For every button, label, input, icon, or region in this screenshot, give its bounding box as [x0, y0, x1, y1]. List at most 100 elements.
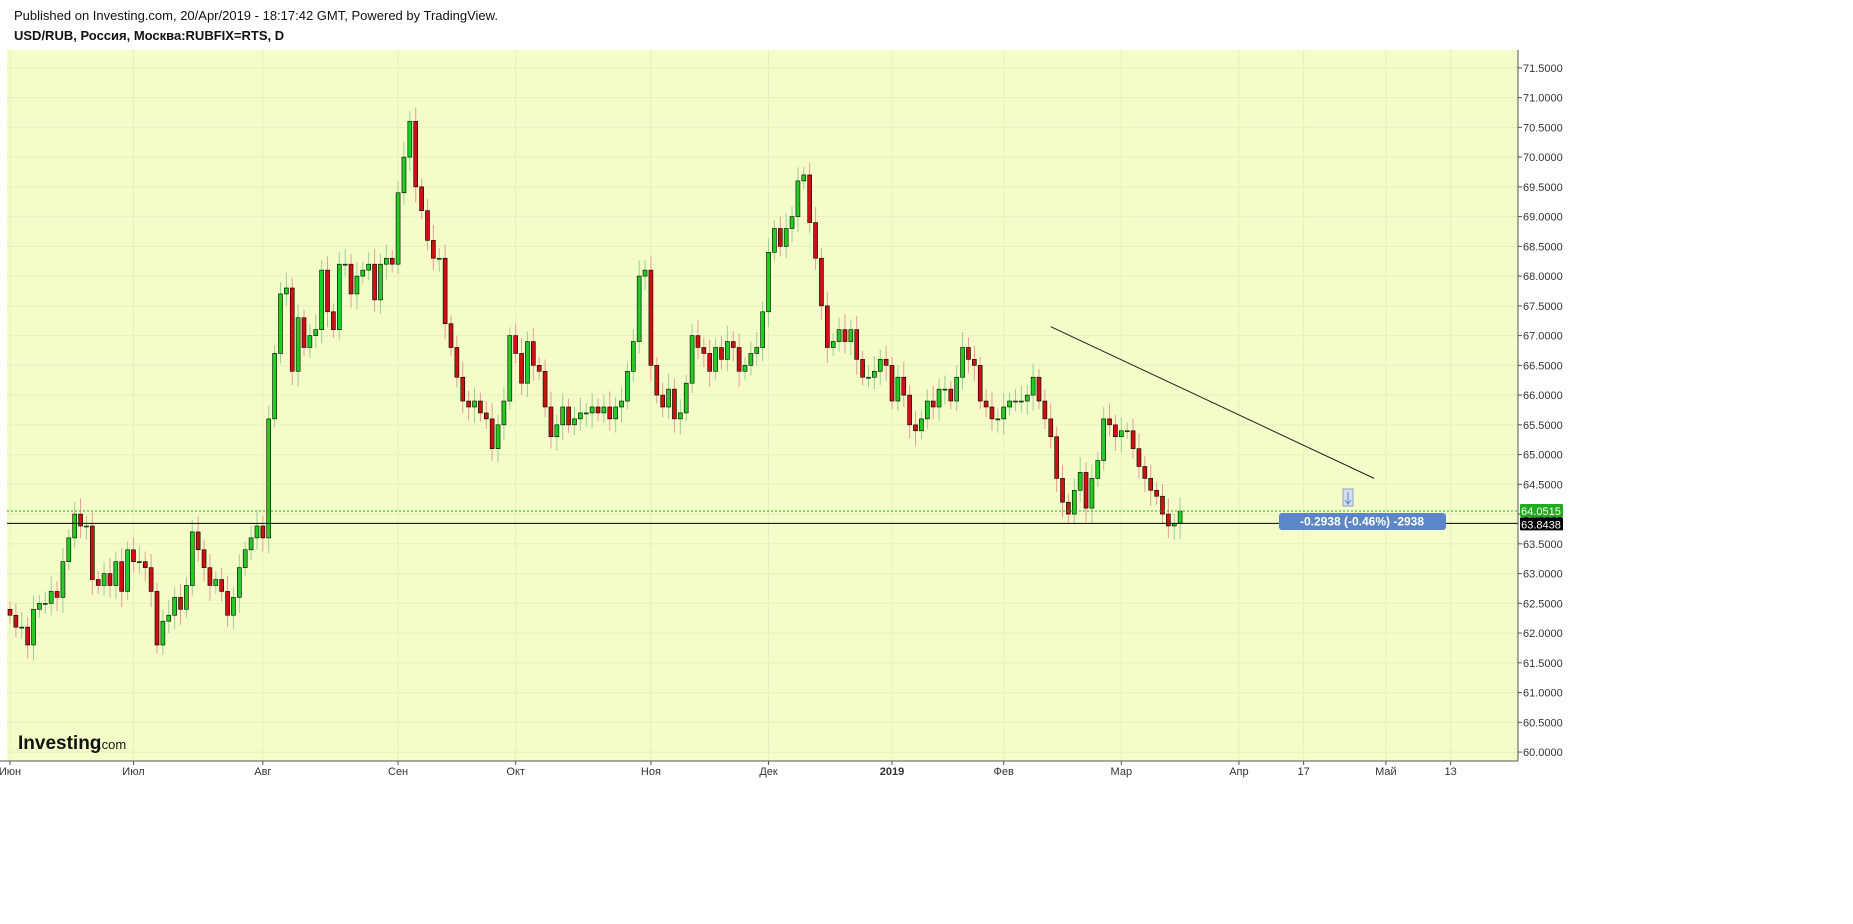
candle-down: [1036, 368, 1042, 410]
candle-body: [448, 323, 454, 348]
candle-down: [195, 516, 201, 562]
candle-body: [1154, 489, 1159, 497]
candle-up: [836, 317, 842, 352]
measure-tool[interactable]: -0.2938 (-0.46%) -2938: [1279, 488, 1446, 530]
candle-down: [207, 553, 213, 601]
y-tick-label: 68.5000: [1523, 241, 1563, 253]
candle-down: [13, 603, 19, 638]
horizontal-lines-layer: [7, 510, 1518, 524]
candle-body: [1007, 400, 1012, 408]
candle-body: [1030, 376, 1036, 396]
candle-up: [42, 591, 48, 614]
y-tick-label: 61.5000: [1523, 658, 1563, 670]
symbol-title: USD/RUB, Россия, Москва:RUBFIX=RTS, D: [14, 28, 285, 43]
candle-down: [701, 337, 707, 368]
candle-body: [1054, 436, 1059, 479]
candle-body: [701, 347, 707, 354]
candle-body: [924, 400, 930, 420]
candle-down: [154, 583, 160, 654]
candle-body: [607, 406, 613, 420]
time-axis[interactable]: Июн Июл Авг Сен Окт Ноя Дек 2019 Фев Мар Апр 17 Май 1…: [0, 761, 1457, 778]
candle-down: [825, 292, 830, 363]
x-tick-label: 17: [1297, 766, 1309, 778]
candle-body: [272, 353, 277, 420]
candle-body: [90, 525, 95, 580]
candle-up: [1101, 406, 1106, 471]
candle-down: [719, 335, 724, 370]
candle-body: [307, 335, 313, 348]
candle-body: [977, 365, 983, 402]
candle-body: [807, 174, 812, 223]
candle-body: [836, 329, 842, 342]
candle-up: [313, 314, 319, 348]
candle-down: [260, 515, 266, 552]
candle-body: [284, 287, 289, 295]
candle-up: [189, 520, 195, 596]
candle-body: [760, 311, 765, 348]
candle-body: [31, 608, 36, 646]
candle-down: [607, 391, 613, 431]
candle-up: [725, 326, 730, 372]
candle-body: [354, 275, 360, 295]
candle-body: [48, 591, 54, 604]
candle-body: [848, 329, 854, 342]
candle-down: [289, 277, 295, 385]
candle-body: [342, 263, 348, 266]
candle-up: [401, 141, 407, 205]
candle-down: [1142, 456, 1148, 493]
candle-body: [1095, 460, 1101, 479]
candle-up: [713, 339, 718, 380]
price-axis[interactable]: 71.5000 71.0000 70.5000 70.0000 69.5000 69.00…: [1518, 63, 1563, 759]
x-tick-label: Мар: [1111, 766, 1133, 778]
candle-body: [789, 216, 795, 229]
candle-body: [1019, 400, 1024, 403]
candle-down: [531, 327, 536, 381]
candle-body: [489, 418, 495, 449]
candle-body: [819, 257, 824, 307]
candle-body: [1048, 418, 1054, 438]
candle-down: [672, 379, 677, 433]
candle-body: [966, 347, 971, 360]
trendline[interactable]: [1050, 326, 1375, 479]
candle-down: [1148, 464, 1154, 506]
investing-logo: Investing .com: [18, 733, 126, 754]
candle-up: [307, 323, 313, 358]
candle-up: [560, 393, 566, 441]
candle-up: [72, 502, 77, 548]
candle-up: [960, 332, 965, 390]
plot-area[interactable]: [7, 50, 1518, 761]
candle-body: [525, 341, 530, 384]
candle-down: [566, 398, 571, 434]
candle-body: [742, 365, 748, 372]
candle-down: [454, 335, 460, 388]
candle-up: [772, 220, 777, 261]
candle-body: [842, 329, 848, 342]
candle-up: [742, 357, 748, 380]
candle-up: [336, 252, 342, 340]
candle-down: [489, 403, 495, 461]
candle-up: [242, 541, 248, 576]
candle-body: [201, 549, 207, 568]
candle-body: [1171, 523, 1177, 527]
candle-up: [284, 272, 289, 306]
candle-body: [560, 406, 566, 426]
candle-down: [372, 248, 377, 312]
candle-body: [877, 359, 883, 372]
y-tick-label: 67.5000: [1523, 301, 1563, 313]
candle-body: [1119, 430, 1124, 438]
candle-up: [184, 577, 189, 618]
candle-body: [983, 400, 989, 408]
candle-body: [289, 287, 295, 372]
candle-down: [1083, 462, 1089, 522]
last-price-label: 64.0515: [1521, 506, 1561, 518]
candle-up: [789, 206, 795, 243]
candle-up: [436, 248, 442, 272]
candle-body: [1142, 466, 1148, 479]
candle-down: [807, 163, 812, 233]
candle-down: [419, 178, 424, 219]
candle-body: [42, 603, 48, 605]
candle-up: [254, 510, 260, 550]
candle-down: [448, 315, 454, 356]
candle-body: [766, 251, 771, 313]
